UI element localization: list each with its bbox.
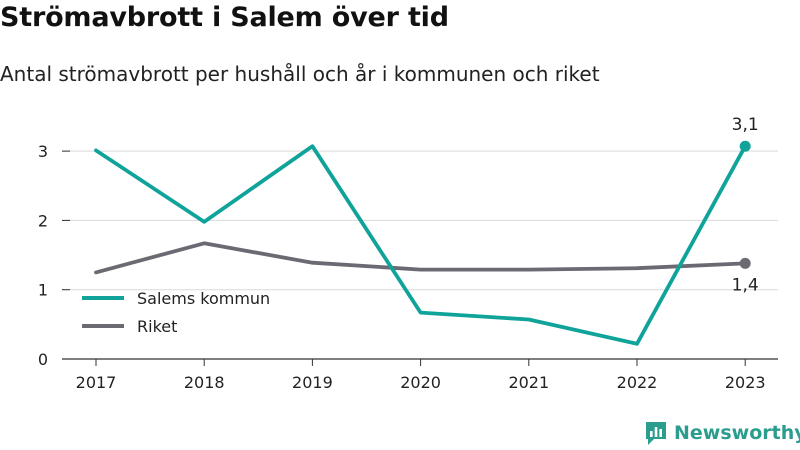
- end-label-salems-kommun: 3,1: [732, 115, 759, 135]
- legend-label: Salems kommun: [137, 289, 270, 308]
- x-tick-label: 2022: [617, 373, 658, 392]
- chart-subtitle: Antal strömavbrott per hushåll och år i …: [0, 62, 600, 86]
- y-tick-label: 0: [38, 350, 48, 369]
- x-tick-label: 2017: [76, 373, 117, 392]
- end-point-riket: [739, 257, 751, 269]
- y-tick-label: 2: [38, 211, 48, 230]
- brand-logo: Newsworthy: [644, 420, 800, 446]
- newsworthy-logo-icon: [646, 422, 666, 445]
- series-line-riket: [94, 241, 748, 275]
- end-point-salems-kommun: [739, 140, 751, 152]
- x-tick-label: 2018: [184, 373, 225, 392]
- x-tick-label: 2020: [400, 373, 441, 392]
- chart-title: Strömavbrott i Salem över tid: [0, 2, 449, 33]
- y-tick-label: 1: [38, 281, 48, 300]
- brand-name: Newsworthy: [674, 422, 800, 444]
- y-tick-label: 3: [38, 142, 48, 161]
- x-tick-label: 2019: [292, 373, 333, 392]
- x-tick-label: 2021: [508, 373, 549, 392]
- x-tick-label: 2023: [725, 373, 766, 392]
- series-line-salems-kommun: [94, 144, 748, 346]
- legend-label: Riket: [137, 317, 177, 336]
- end-label-riket: 1,4: [732, 275, 759, 295]
